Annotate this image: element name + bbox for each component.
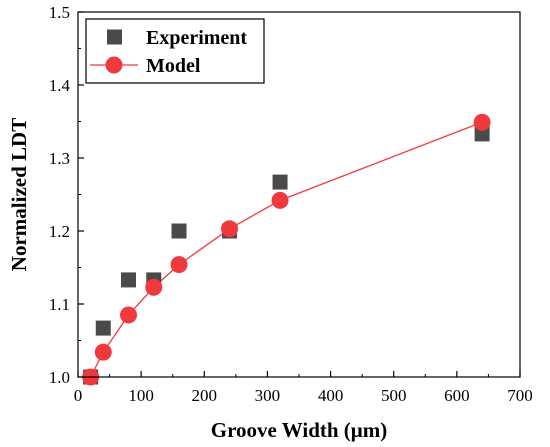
chart-marks <box>82 113 491 386</box>
experiment-point <box>95 320 111 336</box>
legend: Experiment Model <box>85 18 265 84</box>
x-tick-label: 100 <box>128 386 154 405</box>
x-tick-label: 400 <box>318 386 344 405</box>
axes: 0 100 200 300 400 500 600 700 1.0 1.1 1.2 1.3 1.4 1.5 <box>49 3 533 405</box>
legend-label-model: Model <box>146 55 201 77</box>
legend-marker-experiment <box>107 29 122 45</box>
experiment-point <box>121 272 137 288</box>
y-tick-label: 1.2 <box>49 222 70 241</box>
legend-label-experiment: Experiment <box>146 27 247 49</box>
x-tick-label: 500 <box>381 386 407 405</box>
model-point <box>473 113 491 131</box>
experiment-point <box>171 223 187 239</box>
x-axis-title: Groove Width (μm) <box>211 418 387 442</box>
y-tick-label: 1.5 <box>49 3 70 22</box>
x-tick-label: 300 <box>255 386 281 405</box>
experiment-point <box>272 174 288 190</box>
y-tick-label: 1.3 <box>49 149 70 168</box>
model-point <box>271 191 289 209</box>
x-tick-label: 200 <box>192 386 218 405</box>
y-tick-label: 1.1 <box>49 295 70 314</box>
legend-marker-model <box>105 56 123 74</box>
model-point <box>120 306 138 324</box>
model-point <box>94 343 112 361</box>
x-tick-label: 700 <box>507 386 533 405</box>
model-point <box>170 256 188 274</box>
model-line <box>90 121 483 378</box>
y-tick-label: 1.4 <box>49 76 71 95</box>
model-point <box>221 220 239 238</box>
x-tick-label: 0 <box>74 386 83 405</box>
y-tick-label: 1.0 <box>49 368 70 387</box>
experiment-point <box>474 126 490 142</box>
y-axis-title: Normalized LDT <box>7 118 31 271</box>
model-point <box>145 278 163 296</box>
x-tick-label: 600 <box>444 386 470 405</box>
